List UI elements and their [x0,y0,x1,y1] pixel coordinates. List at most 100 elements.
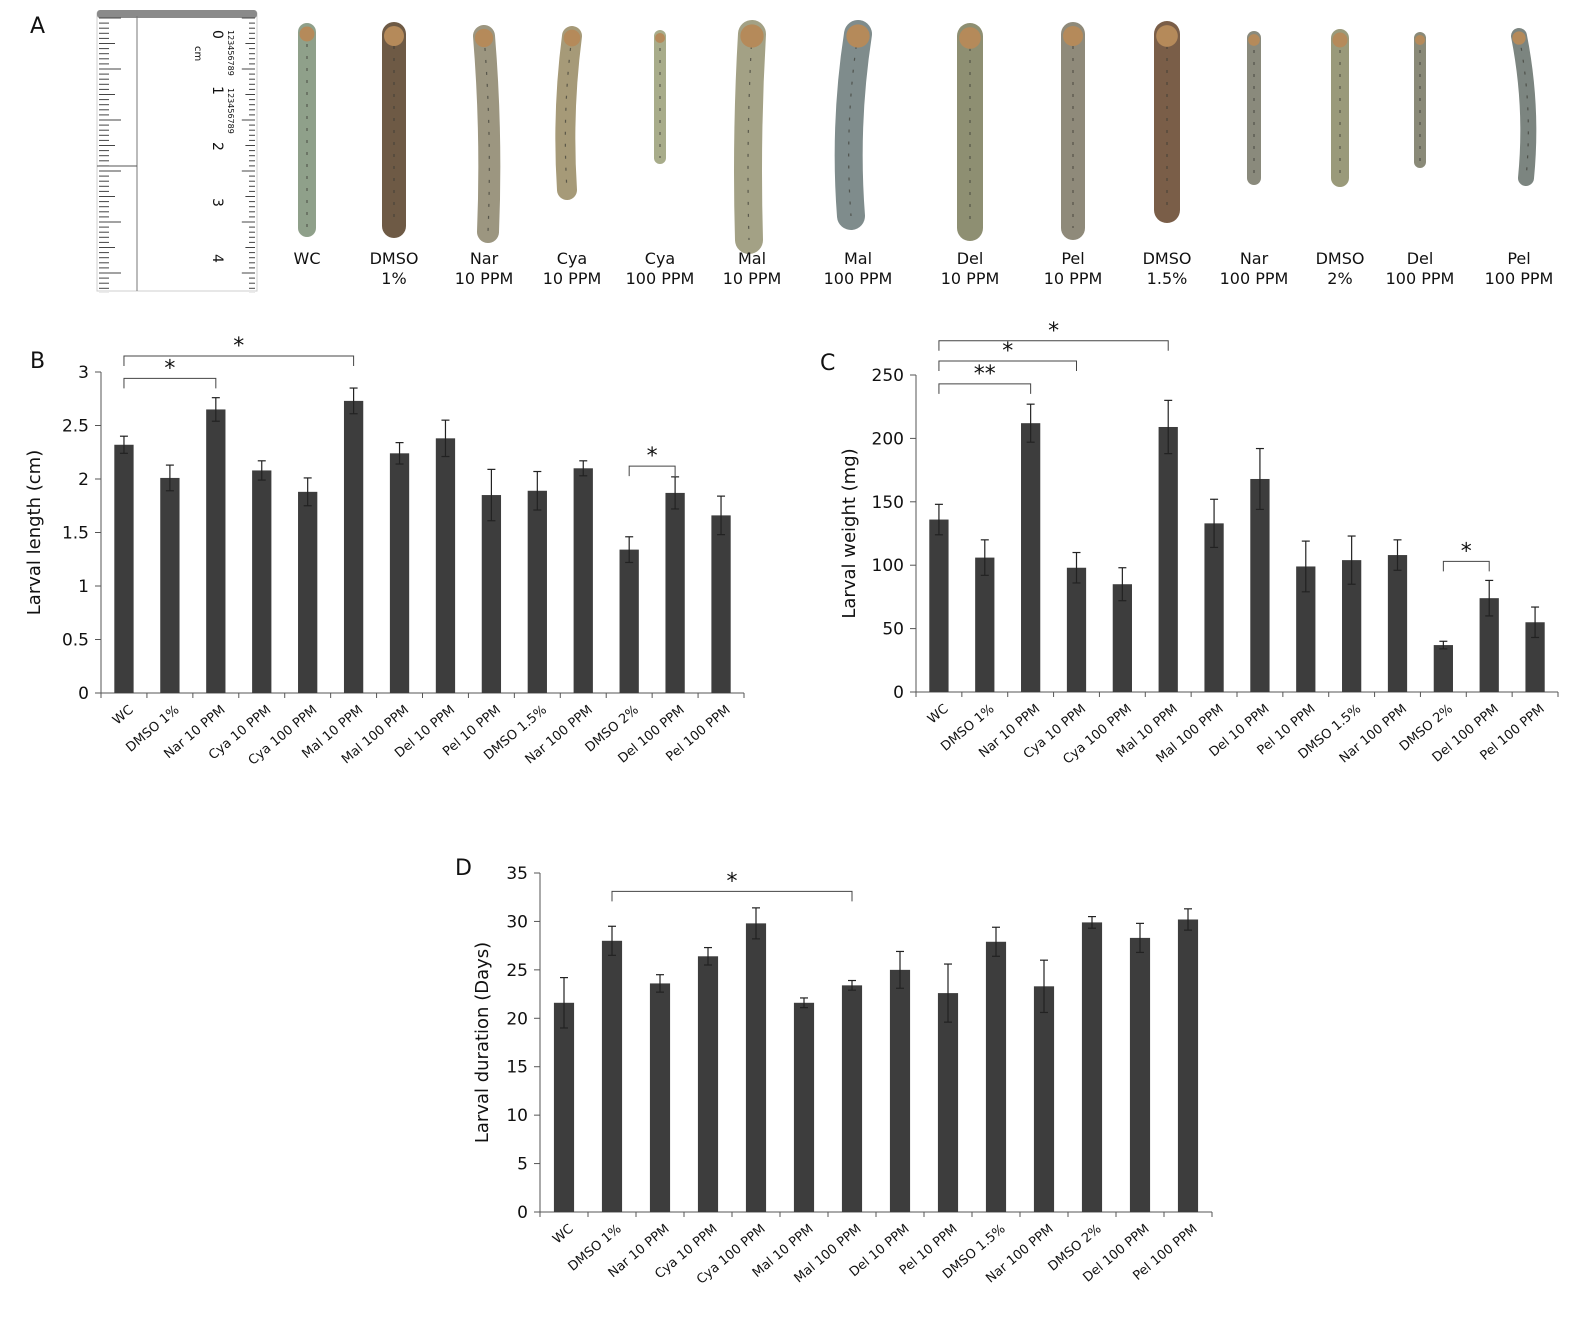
larva-label-line2: 100 PPM [625,269,695,288]
larva-label: DMSO 2% [1290,249,1390,289]
significance-label: * [233,334,244,359]
larva-label: DMSO 1% [344,249,444,289]
bar [343,400,364,693]
bar [1177,919,1199,1212]
bar [711,515,731,693]
bar [1081,922,1103,1212]
y-axis-label: Larval duration (Days) [472,942,493,1143]
y-tick-label: 3 [78,363,89,383]
larva-label: Mal 10 PPM [702,249,802,289]
larva-head [1332,32,1348,48]
larva-label-line2: 10 PPM [940,269,1000,288]
y-tick-label: 25 [506,961,528,981]
larva-label-line2: 2% [1327,269,1353,288]
bar [841,985,863,1212]
y-tick-label: 30 [506,912,528,932]
larva-label: Pel 10 PPM [1023,249,1123,289]
larva-label-line1: Nar [1239,249,1269,268]
y-tick-label: 0 [893,683,904,703]
significance-bracket [123,377,217,389]
ruler-number-3: 3 [209,198,225,207]
larva-label: Nar 10 PPM [434,249,534,289]
larva-head [740,24,764,48]
larva-label-line2: 100 PPM [1484,269,1554,288]
bar [298,491,318,693]
y-tick-label: 2 [78,470,89,490]
larva-label-line1: Del [956,249,984,268]
larva-head [384,26,404,46]
bar [252,470,272,693]
larva-head [1063,26,1083,46]
y-tick-label: 0 [78,684,89,704]
larva-label: WC [257,249,357,269]
y-tick-label: 35 [506,864,528,884]
larva-label-line2: 10 PPM [542,269,602,288]
significance-bracket [1442,560,1490,572]
y-axis-label: Larval length (cm) [24,450,45,615]
x-tick-label: WC [925,702,951,728]
y-tick-label: 150 [872,493,904,513]
significance-bracket [628,465,676,477]
bar [114,444,134,693]
y-tick-label: 250 [872,366,904,386]
y-tick-label: 15 [506,1058,528,1078]
larva-label-line1: Nar [469,249,499,268]
larva-label-line1: Pel [1507,249,1531,268]
significance-bracket [938,340,1169,351]
larva-segments [483,35,490,233]
y-tick-label: 1.5 [62,524,89,544]
significance-label: ** [974,362,996,387]
bar [697,956,719,1212]
bar [1204,523,1224,692]
significance-label: * [1002,339,1013,364]
larva-label-line1: WC [293,249,321,268]
significance-bracket [938,360,1077,372]
y-axis-label: Larval weight (mg) [839,448,860,618]
y-tick-label: 0.5 [62,631,89,651]
larva-label-line1: Cya [556,249,588,268]
bar [527,490,547,693]
larva-head [1415,35,1425,45]
bar [1033,986,1055,1212]
y-tick-label: 50 [882,620,904,640]
larva-label-line1: Mal [843,249,873,268]
y-tick-label: 1 [78,577,89,597]
larva-label-line2: 10 PPM [454,269,514,288]
ruler-fine-label-1: 123456789 [226,30,235,76]
bar [937,993,959,1212]
significance-bracket [611,890,853,902]
bar [1433,645,1453,692]
larva-label-line1: Cya [644,249,676,268]
larva-body [1511,28,1537,186]
significance-label: * [727,869,738,894]
bar [793,1002,815,1212]
bar [481,495,502,693]
larva-label: Mal 100 PPM [808,249,908,289]
bar [1158,426,1178,692]
y-tick-label: 0 [517,1203,528,1223]
bar [619,549,639,693]
bar [435,438,456,693]
bar [649,983,671,1212]
y-tick-label: 200 [872,429,904,449]
larva-label-line2: 1% [381,269,407,288]
larva-head [563,29,581,47]
larva-label-line1: DMSO [369,249,419,268]
significance-label: * [1048,319,1059,344]
larva-label: Nar 100 PPM [1204,249,1304,289]
larva-head [655,33,665,43]
ruler-fine-label-2: 123456789 [226,88,235,134]
larva-label-line1: DMSO [1315,249,1365,268]
larva-label-line1: Del [1406,249,1434,268]
bar [1066,567,1087,692]
ruler: cm 123456789 123456789 0 1 2 3 4 [96,10,258,293]
larva-label: Pel 100 PPM [1469,249,1569,289]
panel-letter-d: D [455,856,472,881]
ruler-unit-label: cm [192,46,203,61]
larva-label-line1: DMSO [1142,249,1192,268]
larva-label-line1: Pel [1061,249,1085,268]
bar [1387,555,1408,692]
